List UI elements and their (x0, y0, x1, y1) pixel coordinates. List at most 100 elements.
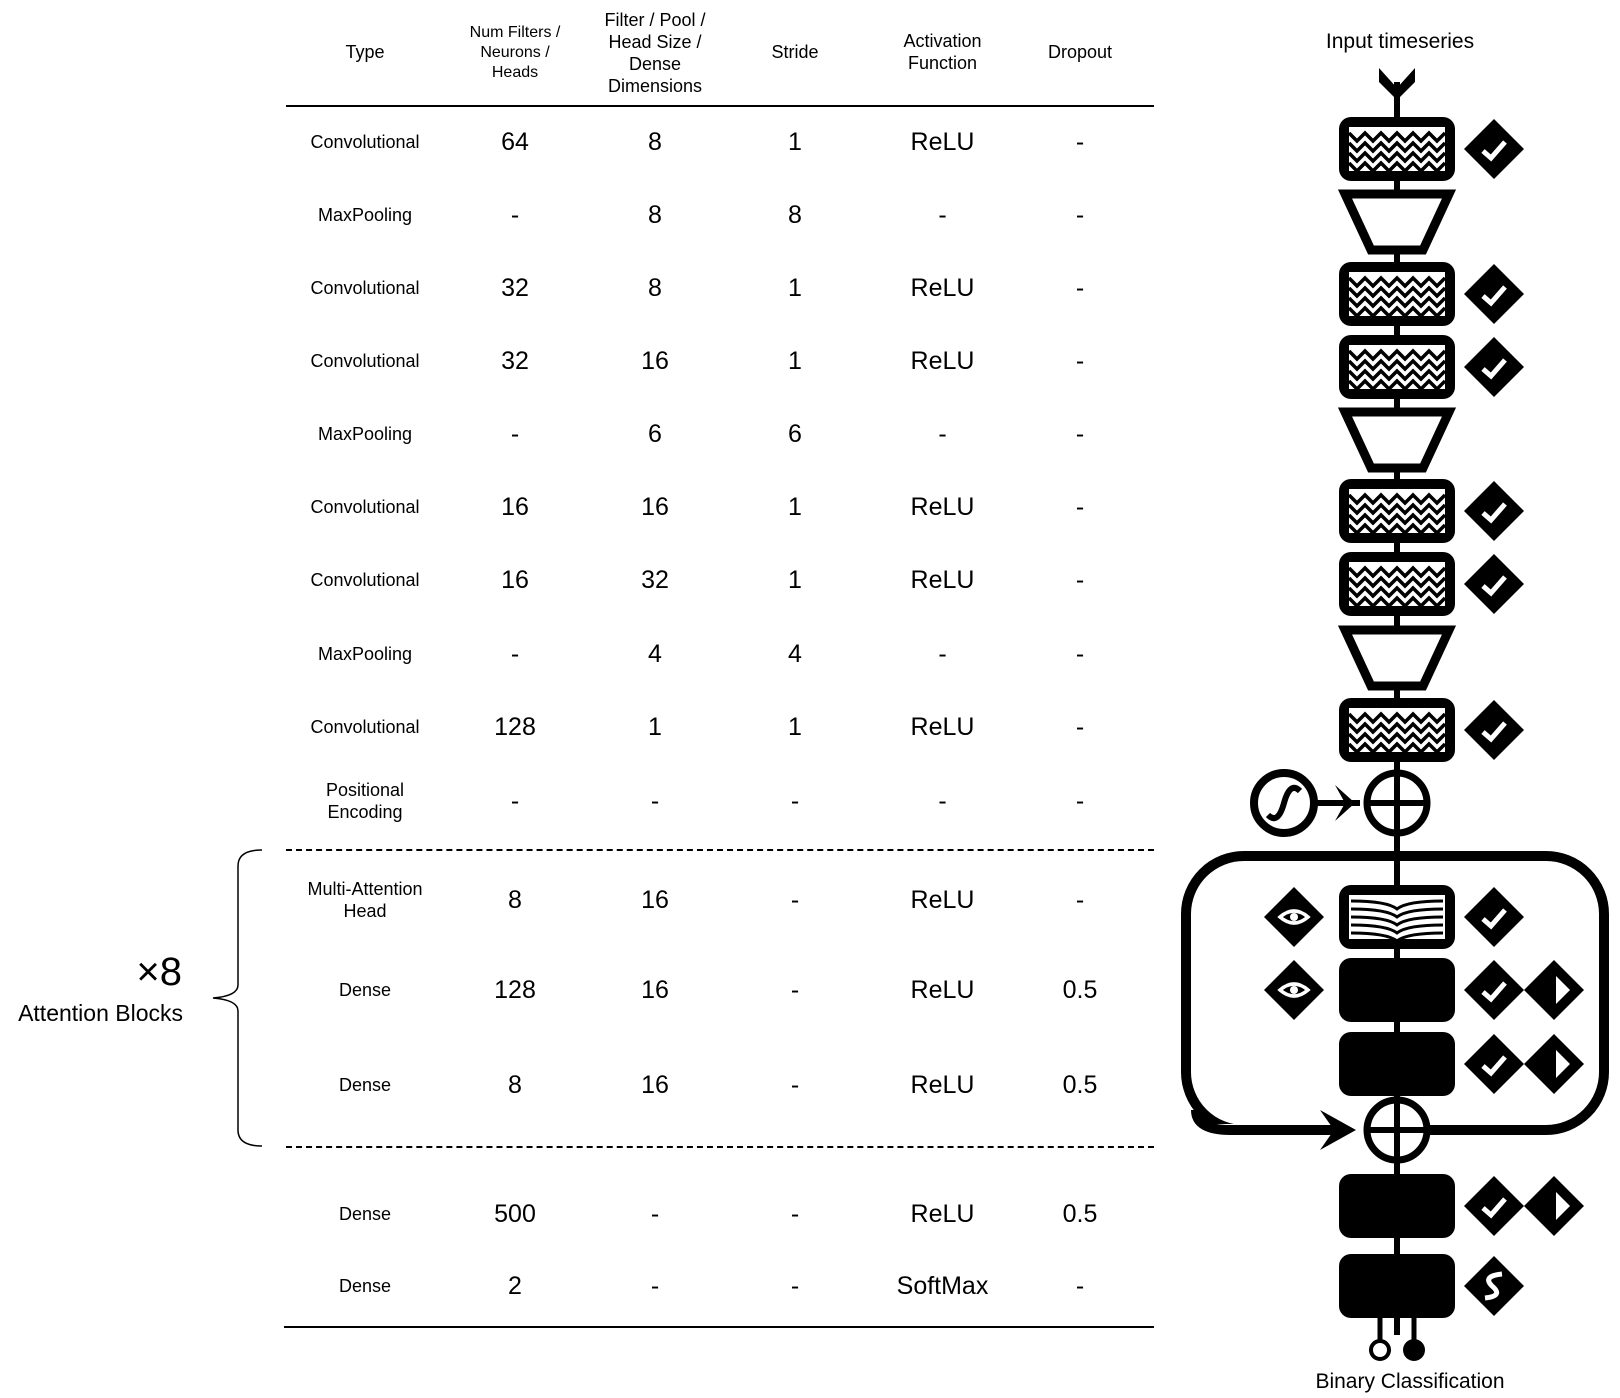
cell-dropout: - (1075, 492, 1085, 521)
relu-icon (1464, 554, 1524, 614)
cell-filter-size: 32 (641, 565, 669, 594)
cell-filter-size: 16 (641, 492, 669, 521)
header-type: Type (345, 42, 385, 62)
cell-dropout: 0.5 (1062, 975, 1098, 1004)
dropout-icon (1524, 1034, 1584, 1094)
cell-stride: 1 (788, 346, 802, 375)
cell-stride: - (790, 975, 800, 1004)
cell-num-filters: 2 (508, 1271, 522, 1300)
input-arrow-icon (1379, 68, 1415, 100)
cell-type: Dense (338, 1075, 392, 1095)
cell-stride: 6 (788, 419, 802, 448)
cell-stride: - (790, 1271, 800, 1300)
relu-icon (1464, 887, 1524, 947)
cell-num-filters: - (510, 419, 520, 448)
cell-filter-size: - (650, 1271, 660, 1300)
cell-filter-size: - (650, 786, 660, 815)
maxpool-icon (1337, 625, 1457, 691)
cell-activation: - (938, 419, 947, 448)
eye-icon (1264, 960, 1324, 1020)
cell-type: Positional Encoding (325, 780, 405, 822)
cell-num-filters: 128 (494, 712, 536, 741)
dense-block-icon (1339, 1174, 1455, 1238)
maxpool-icon (1337, 189, 1457, 255)
cell-filter-size: 8 (648, 200, 662, 229)
cell-activation: ReLU (910, 273, 975, 302)
output-label: Binary Classification (1315, 1370, 1505, 1393)
cell-dropout: - (1075, 712, 1085, 741)
dense-block-icon (1339, 1254, 1455, 1318)
dense-block-icon (1339, 1032, 1455, 1096)
cell-stride: - (790, 786, 800, 815)
cell-num-filters: 16 (501, 492, 529, 521)
conv-block-icon (1339, 117, 1455, 181)
cell-activation: ReLU (910, 346, 975, 375)
relu-icon (1464, 700, 1524, 760)
cell-stride: 8 (788, 200, 802, 229)
header-num-filters: Num Filters / Neurons / Heads (469, 24, 561, 81)
input-label: Input timeseries (1325, 30, 1475, 53)
cell-dropout: 0.5 (1062, 1199, 1098, 1228)
cell-stride: - (790, 885, 800, 914)
cell-filter-size: 4 (648, 639, 662, 668)
cell-activation: ReLU (910, 492, 975, 521)
cell-activation: ReLU (910, 1070, 975, 1099)
cell-type: MaxPooling (317, 424, 413, 444)
cell-type: Convolutional (310, 278, 420, 298)
cell-stride: 1 (788, 273, 802, 302)
cell-activation: SoftMax (896, 1271, 989, 1300)
cell-num-filters: - (510, 639, 520, 668)
cell-dropout: - (1075, 885, 1085, 914)
attention-bottom-divider (286, 1146, 1154, 1148)
residual-path (1191, 1109, 1340, 1135)
relu-icon (1464, 119, 1524, 179)
positional-encoding-arrow (1335, 785, 1355, 821)
conv-block-icon (1339, 552, 1455, 616)
cell-type: Convolutional (310, 132, 420, 152)
attention-top-divider (286, 849, 1154, 851)
cell-dropout: - (1075, 419, 1085, 448)
conv-block-icon (1339, 698, 1455, 762)
residual-arrow (1320, 1110, 1356, 1150)
relu-icon (1464, 1034, 1524, 1094)
cell-dropout: 0.5 (1062, 1070, 1098, 1099)
cell-activation: - (938, 639, 947, 668)
cell-dropout: - (1075, 200, 1085, 229)
cell-num-filters: - (510, 200, 520, 229)
cell-type: Dense (338, 1204, 392, 1224)
header-rule (286, 105, 1154, 107)
relu-icon (1464, 337, 1524, 397)
header-filter-size: Filter / Pool / Head Size / Dense Dimens… (604, 10, 706, 96)
attention-count: ×8 (136, 950, 182, 994)
cell-filter-size: 8 (648, 127, 662, 156)
eye-icon (1264, 887, 1324, 947)
cell-filter-size: 16 (641, 885, 669, 914)
cell-activation: ReLU (910, 712, 975, 741)
cell-filter-size: 16 (641, 975, 669, 1004)
cell-type: Dense (338, 980, 392, 1000)
cell-stride: 4 (788, 639, 802, 668)
cell-type: Convolutional (310, 351, 420, 371)
cell-filter-size: 6 (648, 419, 662, 448)
cell-stride: 1 (788, 127, 802, 156)
cell-activation: ReLU (910, 975, 975, 1004)
cell-activation: - (938, 200, 947, 229)
cell-stride: 1 (788, 565, 802, 594)
output-node-1-icon (1403, 1339, 1425, 1361)
cell-num-filters: 16 (501, 565, 529, 594)
dropout-icon (1524, 1176, 1584, 1236)
relu-icon (1464, 1176, 1524, 1236)
conv-block-icon (1339, 335, 1455, 399)
relu-icon (1464, 960, 1524, 1020)
cell-activation: - (938, 786, 947, 815)
cell-num-filters: 500 (494, 1199, 536, 1228)
softmax-icon (1464, 1256, 1524, 1316)
attention-brace (212, 849, 263, 1147)
attention-block-icon (1339, 885, 1455, 949)
cell-dropout: - (1075, 346, 1085, 375)
cell-type: MaxPooling (317, 644, 413, 664)
cell-dropout: - (1075, 273, 1085, 302)
relu-icon (1464, 264, 1524, 324)
bottom-rule (284, 1326, 1154, 1328)
